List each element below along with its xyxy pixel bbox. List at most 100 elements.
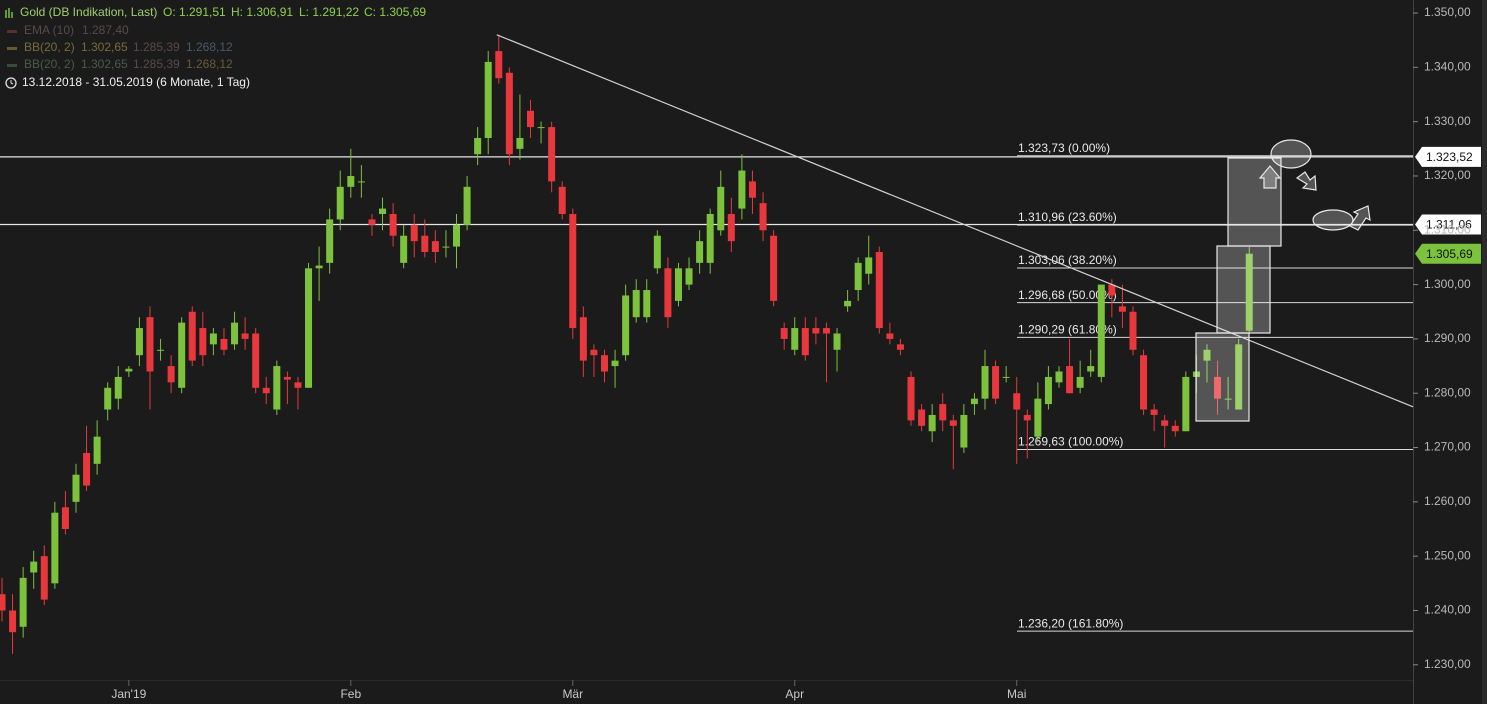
low-value: L: 1.291,22 [299,5,359,19]
y-tick-label: 1.280,00 [1424,385,1471,399]
candle-body [83,452,91,486]
x-tick-label: Feb [340,687,361,701]
plot-area: 1.323,73 (0.00%) 1.310,96 (23.60%) 1.303,0… [0,34,1414,654]
candle-body [326,219,334,263]
candle-body [748,181,756,198]
y-tick-label: 1.230,00 [1424,657,1471,671]
y-tick-label: 1.270,00 [1424,440,1471,454]
legend-swatch [7,47,17,50]
candle-body [389,213,397,236]
candle-body [664,268,672,318]
indicator-name: EMA (10) [24,23,74,37]
candle-body [685,268,693,285]
candle-body [1044,376,1052,405]
x-tick-label: Mai [1007,687,1026,701]
candle-body [1161,420,1169,426]
fib-label: 1.269,63 (100.00%) [1018,435,1123,449]
candle-body [918,409,926,426]
candle-body [896,344,904,350]
candle-body [558,186,566,214]
instrument: Gold (DB Indikation, Last) [20,5,157,19]
candle-body [167,366,175,383]
indicator-name: BB(20, 2) [24,40,75,54]
candle-body [209,333,217,345]
y-tick-label: 1.290,00 [1424,331,1471,345]
candle-body [622,295,630,356]
candle-body [357,181,365,183]
candle-body [283,376,291,380]
y-tick-label: 1.250,00 [1424,548,1471,562]
candle-body [241,333,249,339]
indicator-value: 1.302,65 [81,57,128,71]
candle-body [791,328,799,350]
candle-body [199,328,207,356]
x-tick-label: Mär [562,687,583,701]
clock-icon [5,77,17,89]
candle-body [643,290,651,318]
indicator-value: 1.285,39 [133,40,180,54]
fib-label: 1.323,73 (0.00%) [1018,141,1110,155]
date-range: 13.12.2018 - 31.05.2019 (6 Monate, 1 Tag… [22,75,250,89]
candle-body [1245,253,1253,331]
clock-hands [10,80,14,85]
candle-body [611,360,619,367]
candle-body [812,328,820,334]
candle-body [273,366,281,410]
indicator-value: 1.285,39 [133,57,180,71]
legend-swatch [7,64,17,67]
candle-body [727,213,735,242]
indicator-value: 1.268,12 [186,40,233,54]
arrow-down [1295,171,1317,191]
fib-label: 1.310,96 (23.60%) [1018,210,1117,224]
candle-body [474,137,482,155]
candle-body [770,235,778,301]
candle-body [527,110,534,128]
candle-body [72,474,80,502]
candle-body [822,328,830,334]
candle-body [939,404,947,421]
arrow-up [1258,165,1282,189]
price-tag-label: 1.311,06 [1426,218,1472,232]
candle-body [981,366,989,399]
candle-body [1235,344,1243,410]
scroll-strip [1482,0,1487,704]
price-tags: 1.323,52 1.311,06 1.305,69 [1415,146,1481,264]
candle-body [1140,355,1148,410]
candle-body [1087,366,1095,372]
candle-body [579,317,587,361]
candle-body [1129,311,1137,350]
last-price-label: 1.305,69 [1426,247,1473,261]
candle-body [1055,371,1063,383]
candle-body [188,311,196,361]
indicator-value: 1.302,65 [81,40,128,54]
candle-body [759,203,767,231]
candle-body [114,376,122,399]
candle-body [157,349,165,351]
candle-body [315,265,323,269]
x-tick-label: Jan'19 [111,687,146,701]
candle-body [231,322,239,345]
candle-body [674,268,682,301]
candle-body [780,328,788,339]
y-tick-label: 1.300,00 [1424,277,1471,291]
candle-body [252,333,260,388]
candle-body [19,577,27,627]
candle-body [30,561,38,573]
candle-body [495,51,503,79]
candle-body [590,349,598,356]
candle-body [61,507,69,530]
header: Gold (DB Indikation, Last) O: 1.291,51 H… [5,5,426,89]
candle-body [93,436,101,464]
projection-box [1227,157,1282,247]
candle-body [379,208,387,214]
candle-body [854,262,862,291]
candle-body [1066,366,1074,394]
candle-body [1150,409,1158,415]
y-tick-label: 1.310,00 [1424,222,1471,236]
candle-body [294,382,302,388]
candle-body [1182,376,1190,432]
ellipse-marker [1312,209,1354,231]
last-price-tag [1415,243,1481,264]
